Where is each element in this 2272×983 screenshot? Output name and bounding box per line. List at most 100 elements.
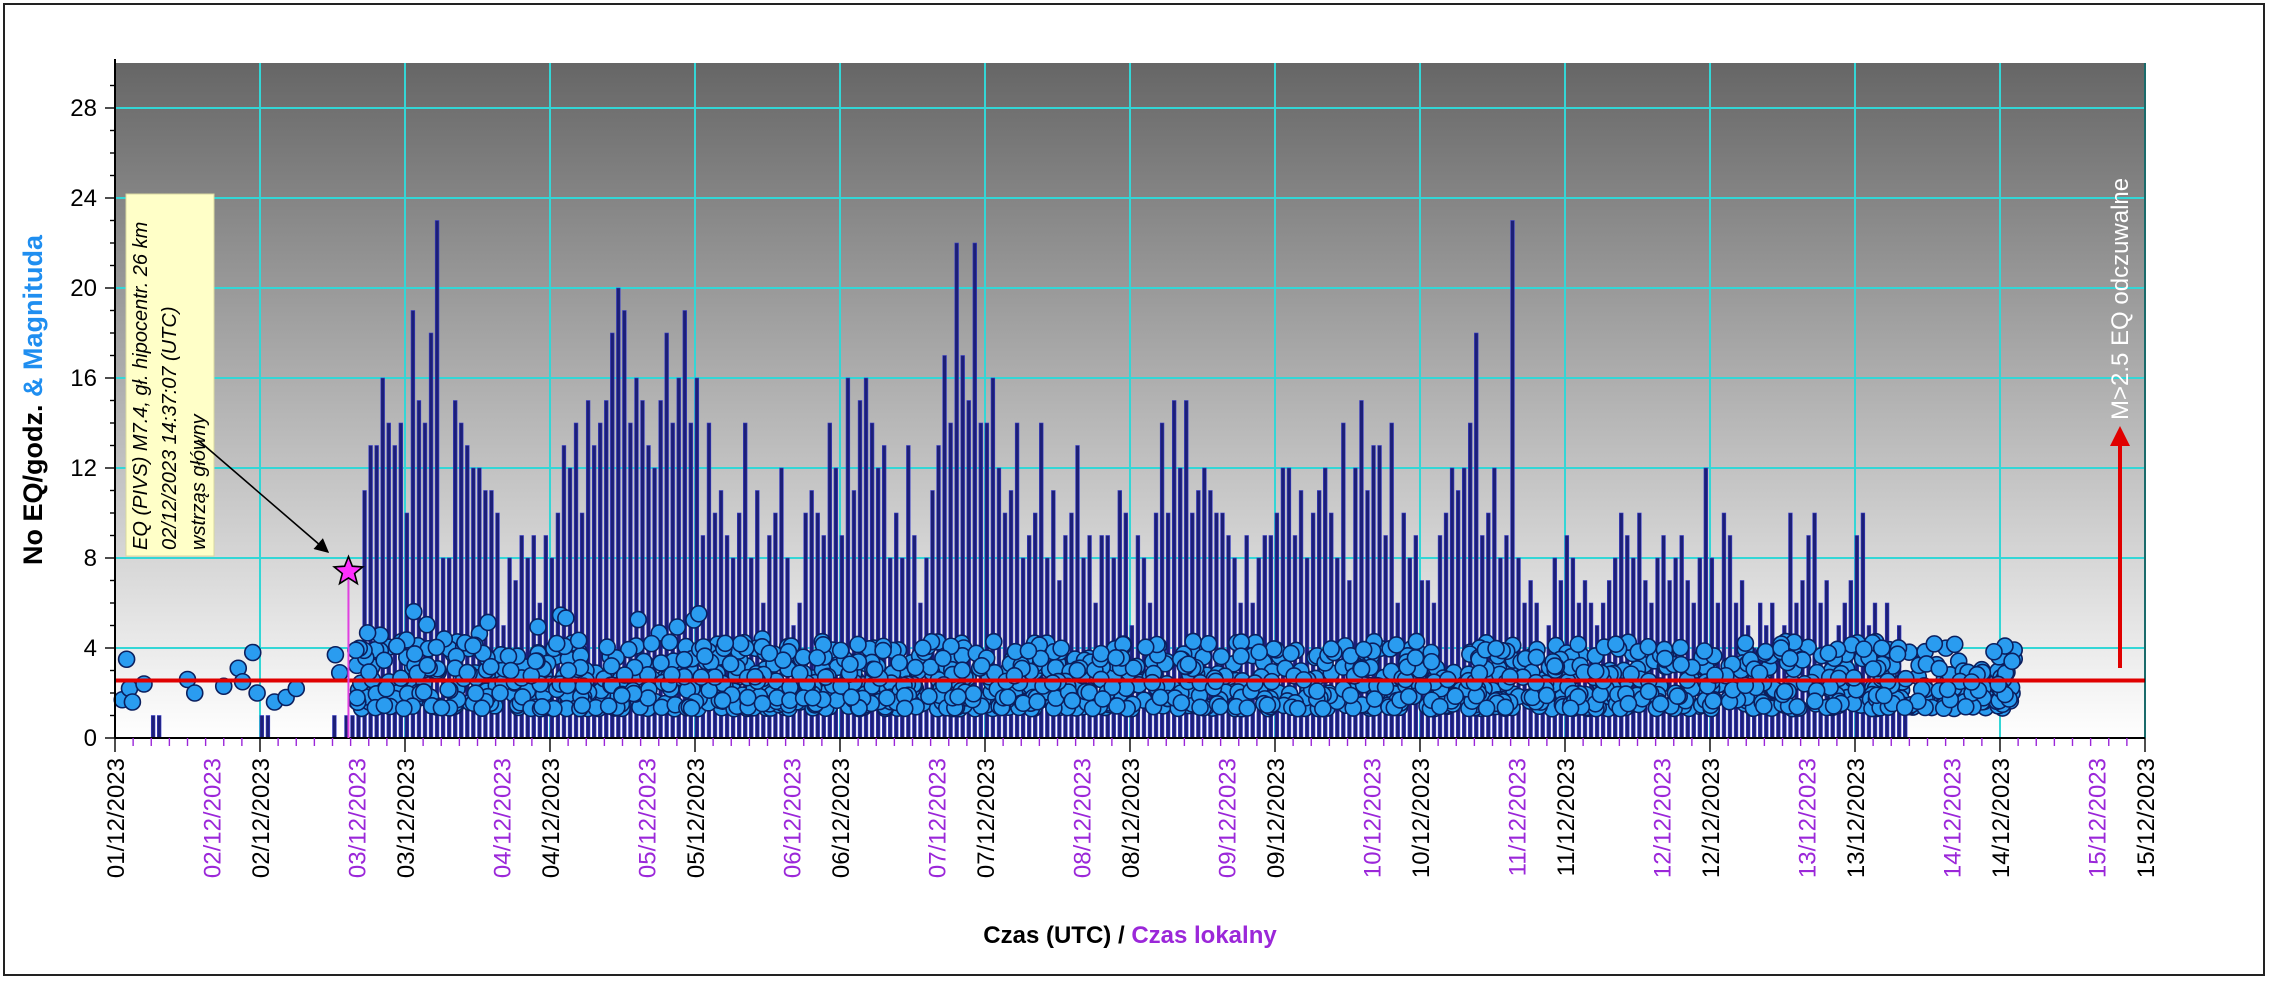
x-tick-utc: 13/12/2023 xyxy=(1843,758,1870,878)
magnitude-point xyxy=(760,644,779,663)
x-tick-local: 10/12/2023 xyxy=(1360,758,1387,878)
y-tick-label: 0 xyxy=(84,725,97,752)
magnitude-point xyxy=(803,688,822,707)
magnitude-point xyxy=(652,654,670,672)
magnitude-point xyxy=(629,610,647,629)
magnitude-point xyxy=(1824,697,1843,715)
magnitude-point xyxy=(831,641,850,660)
x-axis-title: Czas (UTC) / Czas lokalny xyxy=(983,922,1277,949)
count-bar xyxy=(265,715,271,739)
x-tick-local: 07/12/2023 xyxy=(925,758,952,878)
magnitude-point xyxy=(808,648,826,667)
magnitude-point xyxy=(243,643,262,662)
x-tick-utc: 11/12/2023 xyxy=(1553,758,1580,876)
magnitude-point xyxy=(387,637,406,655)
magnitude-point xyxy=(1143,673,1162,692)
magnitude-point xyxy=(1956,697,1975,716)
magnitude-point xyxy=(547,634,566,653)
y-axis-title: No EQ/godz. & Magnituda xyxy=(18,234,48,565)
magnitude-point xyxy=(326,645,345,664)
y-tick-label: 16 xyxy=(70,365,97,392)
magnitude-point xyxy=(1754,697,1773,715)
magnitude-point xyxy=(1322,640,1340,658)
magnitude-point xyxy=(499,647,518,666)
magnitude-point xyxy=(287,679,306,698)
magnitude-point xyxy=(1399,687,1418,706)
magnitude-point xyxy=(1527,648,1546,667)
magnitude-point xyxy=(690,604,708,623)
magnitude-point xyxy=(1855,640,1873,658)
magnitude-point xyxy=(874,641,892,660)
magnitude-point xyxy=(427,638,446,657)
magnitude-point xyxy=(1487,639,1505,658)
magnitude-point xyxy=(559,661,578,680)
magnitude-point xyxy=(414,683,433,701)
magnitude-point xyxy=(1569,635,1587,654)
magnitude-point xyxy=(1179,655,1198,673)
magnitude-point xyxy=(117,650,136,669)
magnitude-point xyxy=(248,684,266,702)
magnitude-point xyxy=(1945,635,1964,654)
magnitude-point xyxy=(1246,674,1264,692)
magnitude-point xyxy=(842,688,861,707)
magnitude-point xyxy=(913,639,932,657)
magnitude-point xyxy=(1875,686,1893,705)
magnitude-point xyxy=(1136,638,1155,656)
magnitude-point xyxy=(890,653,909,672)
magnitude-point xyxy=(1545,657,1564,675)
magnitude-point xyxy=(753,694,772,713)
magnitude-point xyxy=(1354,640,1373,659)
magnitude-point xyxy=(1211,697,1229,716)
magnitude-point xyxy=(464,637,482,655)
magnitude-point xyxy=(1314,699,1332,718)
magnitude-point xyxy=(569,631,588,650)
y-tick-label: 28 xyxy=(70,95,97,122)
magnitude-point xyxy=(1063,691,1082,710)
magnitude-point xyxy=(185,684,204,702)
magnitude-point xyxy=(360,663,378,681)
magnitude-point xyxy=(1107,649,1125,667)
x-tick-utc: 15/12/2023 xyxy=(2133,758,2160,878)
magnitude-point xyxy=(404,602,423,621)
magnitude-point xyxy=(557,609,575,627)
magnitude-point xyxy=(1093,690,1112,708)
y-tick-label: 20 xyxy=(70,275,97,302)
x-tick-local: 02/12/2023 xyxy=(200,758,227,878)
x-tick-local: 05/12/2023 xyxy=(635,758,662,878)
x-axis-title-sep: / xyxy=(1111,922,1131,949)
x-tick-utc: 10/12/2023 xyxy=(1408,758,1435,878)
count-bar xyxy=(150,715,156,739)
magnitude-point xyxy=(1199,634,1218,653)
magnitude-point xyxy=(1282,644,1300,663)
magnitude-point xyxy=(330,663,349,682)
magnitude-point xyxy=(1607,635,1625,653)
magnitude-point xyxy=(1537,686,1556,705)
magnitude-point xyxy=(1387,636,1406,654)
annotation-line-3: wstrząs główny xyxy=(188,413,210,550)
magnitude-point xyxy=(675,650,694,669)
magnitude-point xyxy=(458,663,477,682)
magnitude-point xyxy=(1819,644,1838,663)
magnitude-point xyxy=(696,647,714,666)
magnitude-point xyxy=(1775,682,1794,701)
magnitude-point xyxy=(1232,647,1250,666)
magnitude-point xyxy=(1352,660,1371,678)
x-tick-utc: 14/12/2023 xyxy=(1988,758,2015,878)
mainshock-marker xyxy=(332,554,365,738)
y-tick-labels: 0 4 8 12 16 20 24 28 xyxy=(70,95,97,752)
magnitude-point xyxy=(377,679,396,698)
magnitude-point xyxy=(642,634,661,653)
x-tick-local: 08/12/2023 xyxy=(1070,758,1097,878)
x-tick-utc: 07/12/2023 xyxy=(973,758,1000,878)
magnitude-point xyxy=(1184,632,1202,651)
magnitude-point xyxy=(1639,637,1658,656)
magnitude-point xyxy=(942,637,960,656)
magnitude-points xyxy=(113,602,2024,718)
magnitude-point xyxy=(1422,652,1441,671)
magnitude-point xyxy=(692,668,710,686)
magnitude-point xyxy=(526,652,545,670)
magnitude-point xyxy=(1704,692,1722,710)
magnitude-point xyxy=(774,651,792,670)
magnitude-point xyxy=(1092,644,1110,663)
magnitude-point xyxy=(602,657,621,675)
